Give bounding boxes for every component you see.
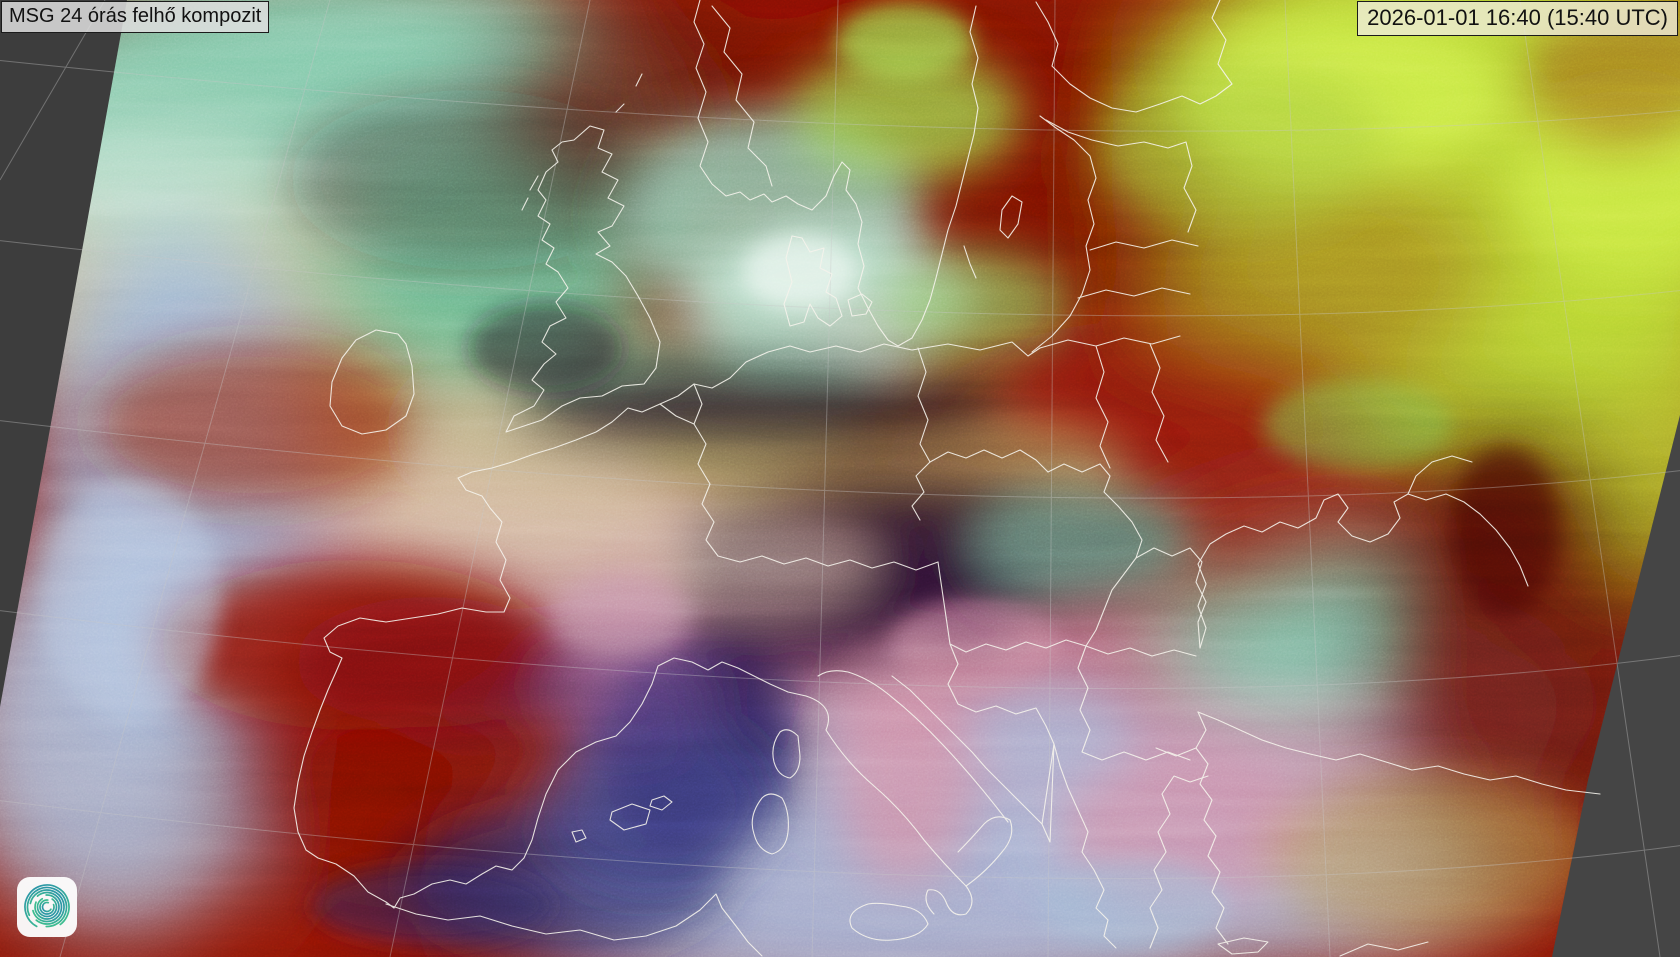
spiral-icon [24,884,70,930]
met-logo [17,877,77,937]
scan-edge-top-left [0,0,127,707]
product-label: MSG 24 órás felhő kompozit [1,1,270,33]
country-borders [293,0,1601,957]
timestamp-label: 2026-01-01 16:40 (15:40 UTC) [1357,1,1678,36]
logo-tile [17,877,77,937]
scan-edge-bottom-right [1552,415,1680,957]
